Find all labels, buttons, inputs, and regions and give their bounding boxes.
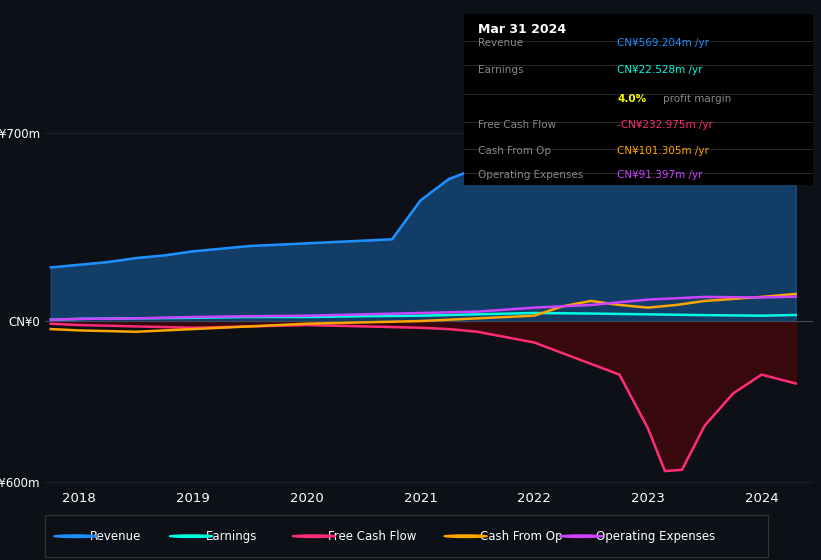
Text: CN¥569.204m /yr: CN¥569.204m /yr <box>617 38 709 48</box>
Text: Earnings: Earnings <box>205 530 257 543</box>
Text: 4.0%: 4.0% <box>617 95 646 104</box>
Text: Free Cash Flow: Free Cash Flow <box>328 530 417 543</box>
Text: CN¥101.305m /yr: CN¥101.305m /yr <box>617 146 709 156</box>
Circle shape <box>292 535 336 538</box>
Text: CN¥91.397m /yr: CN¥91.397m /yr <box>617 170 703 180</box>
Text: Mar 31 2024: Mar 31 2024 <box>478 22 566 35</box>
Text: Revenue: Revenue <box>90 530 141 543</box>
Text: -CN¥232.975m /yr: -CN¥232.975m /yr <box>617 120 713 130</box>
Text: Operating Expenses: Operating Expenses <box>596 530 715 543</box>
Circle shape <box>169 535 213 538</box>
Text: CN¥22.528m /yr: CN¥22.528m /yr <box>617 66 703 76</box>
Text: Free Cash Flow: Free Cash Flow <box>478 120 556 130</box>
Circle shape <box>444 535 488 538</box>
Circle shape <box>560 535 603 538</box>
Text: Earnings: Earnings <box>478 66 523 76</box>
Text: Cash From Op: Cash From Op <box>478 146 551 156</box>
Text: Revenue: Revenue <box>478 38 523 48</box>
Text: Operating Expenses: Operating Expenses <box>478 170 583 180</box>
Text: Cash From Op: Cash From Op <box>480 530 562 543</box>
Text: profit margin: profit margin <box>663 95 731 104</box>
Circle shape <box>54 535 97 538</box>
